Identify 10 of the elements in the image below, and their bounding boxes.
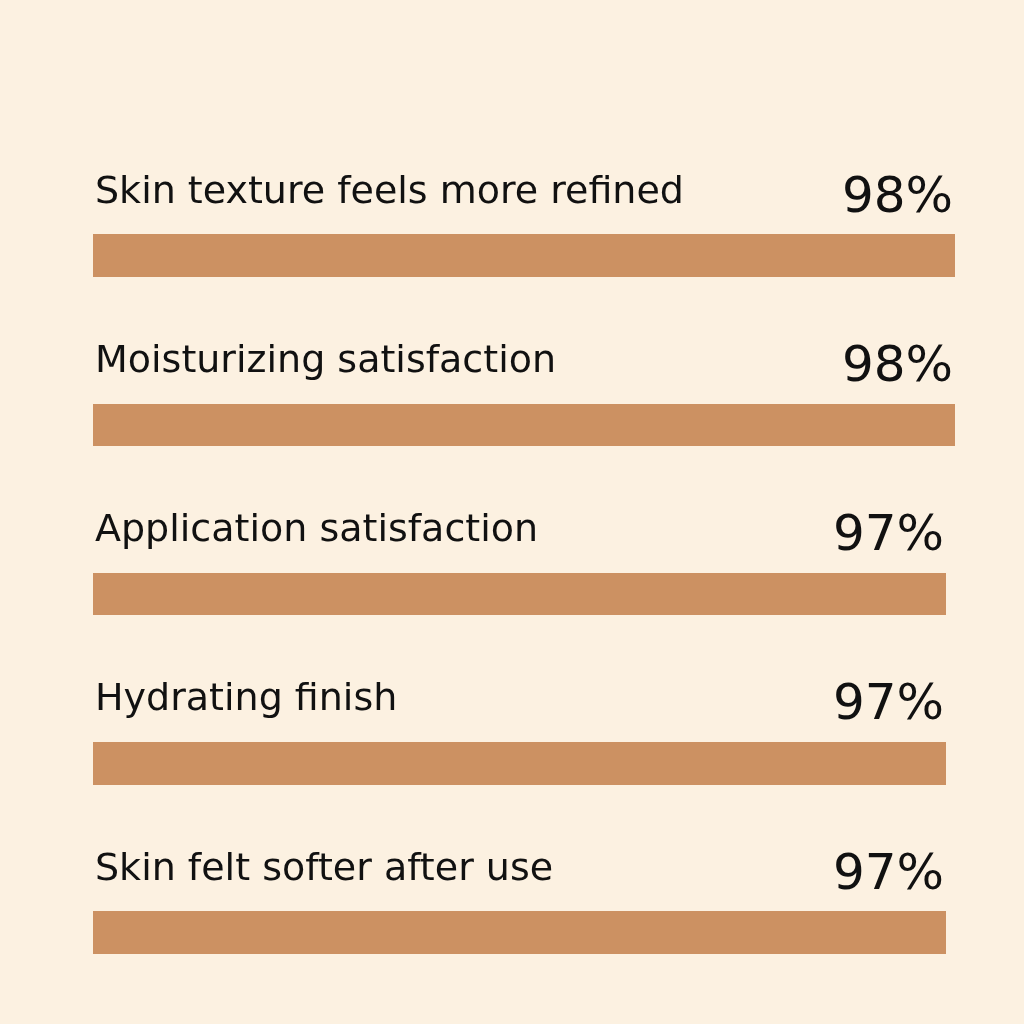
y-tick-label: Skin texture feels more refined bbox=[95, 168, 684, 212]
y-tick-label: Moisturizing satisfaction bbox=[95, 337, 557, 381]
y-tick-label: Skin felt softer after use bbox=[95, 845, 554, 889]
data-label: 97% bbox=[833, 504, 945, 562]
data-label: 98% bbox=[842, 335, 954, 393]
data-label: 97% bbox=[833, 843, 945, 901]
y-tick-label: Application satisfaction bbox=[95, 506, 539, 550]
data-label: 97% bbox=[833, 673, 945, 731]
y-tick-label: Hydrating finish bbox=[95, 675, 398, 719]
data-label: 98% bbox=[842, 166, 954, 224]
